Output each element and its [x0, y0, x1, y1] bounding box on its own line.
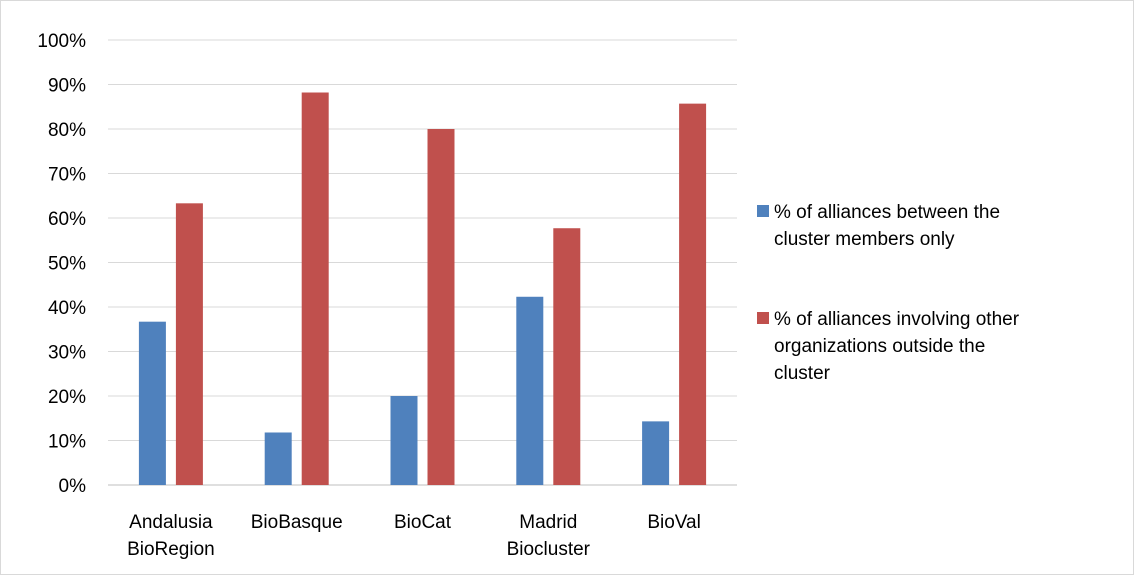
bar-outside-cluster	[679, 103, 707, 485]
bar-outside-cluster	[301, 92, 329, 485]
bar-members-only	[642, 421, 670, 485]
y-tick-label: 30%	[48, 343, 86, 364]
bar-outside-cluster	[175, 203, 203, 485]
legend-label: cluster members only	[774, 229, 955, 250]
x-tick-label: BioRegion	[127, 539, 215, 560]
x-tick-label: Madrid	[519, 512, 577, 533]
y-tick-label: 100%	[37, 31, 86, 52]
y-tick-label: 0%	[59, 476, 87, 497]
y-tick-label: 40%	[48, 298, 86, 319]
y-tick-label: 10%	[48, 432, 86, 453]
x-tick-label: Biocluster	[507, 539, 591, 560]
bar-outside-cluster	[553, 228, 581, 486]
y-tick-label: 90%	[48, 76, 86, 97]
legend-label: cluster	[774, 363, 831, 384]
x-tick-label: Andalusia	[129, 512, 213, 533]
legend-label: % of alliances between the	[774, 202, 1000, 223]
y-tick-label: 60%	[48, 209, 86, 230]
bar-outside-cluster	[427, 129, 455, 485]
bar-members-only	[390, 396, 418, 485]
legend-swatch	[757, 312, 769, 324]
y-tick-label: 80%	[48, 120, 86, 141]
legend-label: organizations outside the	[774, 336, 985, 357]
bar-members-only	[516, 296, 544, 485]
x-tick-label: BioBasque	[251, 512, 343, 533]
bar-members-only	[138, 321, 166, 485]
x-tick-label: BioVal	[647, 512, 701, 533]
y-tick-label: 50%	[48, 254, 86, 275]
x-tick-label: BioCat	[394, 512, 452, 533]
legend-label: % of alliances involving other	[774, 309, 1020, 330]
y-tick-label: 20%	[48, 387, 86, 408]
y-tick-label: 70%	[48, 165, 86, 186]
legend-swatch	[757, 205, 769, 217]
bar-members-only	[264, 432, 292, 485]
